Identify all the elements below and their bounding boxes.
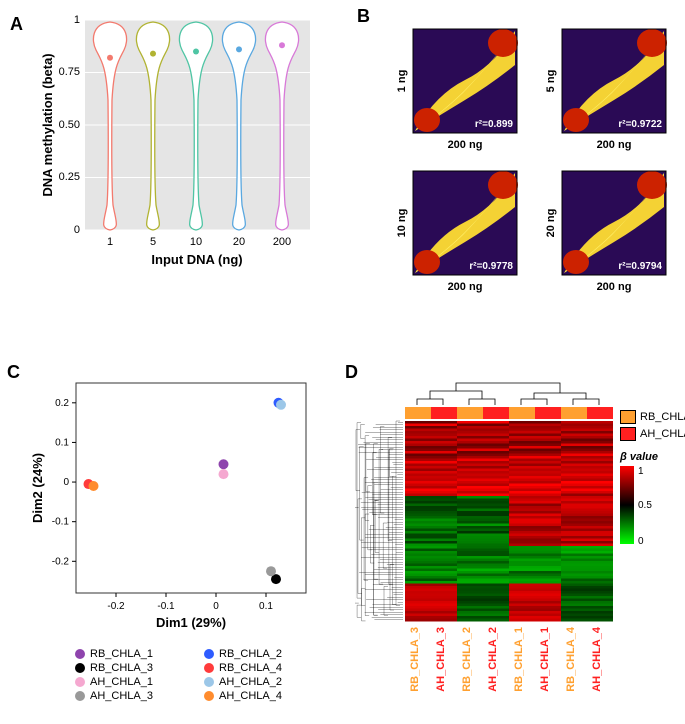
svg-text:0: 0 bbox=[63, 477, 69, 488]
svg-text:r²=0.9794: r²=0.9794 bbox=[618, 261, 662, 272]
svg-text:0.1: 0.1 bbox=[259, 601, 273, 612]
svg-text:r²=0.899: r²=0.899 bbox=[475, 119, 514, 130]
svg-text:RB_CHLA_4: RB_CHLA_4 bbox=[565, 626, 577, 692]
svg-text:0.1: 0.1 bbox=[55, 437, 69, 448]
panel-c-scatter: -0.2-0.100.10.2 -0.2-0.100.1 Dim1 (29%) … bbox=[28, 375, 318, 635]
beta-label: β value bbox=[620, 451, 685, 463]
xtick: 200 bbox=[273, 236, 291, 248]
y-axis-label: DNA methylation (beta) bbox=[40, 53, 55, 196]
svg-text:10 ng: 10 ng bbox=[396, 209, 408, 238]
x-axis-label: Dim1 (29%) bbox=[156, 615, 226, 630]
svg-text:RB_CHLA_3: RB_CHLA_3 bbox=[409, 627, 421, 692]
ytick: 0.75 bbox=[59, 66, 80, 78]
panel-a-label: A bbox=[10, 14, 23, 35]
x-axis-label: Input DNA (ng) bbox=[151, 252, 242, 267]
ytick: 0.50 bbox=[59, 119, 80, 131]
xtick: 5 bbox=[150, 236, 156, 248]
svg-text:20 ng: 20 ng bbox=[545, 209, 557, 238]
xtick: 20 bbox=[233, 236, 245, 248]
svg-text:200 ng: 200 ng bbox=[448, 139, 483, 151]
panel-b-label: B bbox=[357, 6, 370, 27]
svg-text:r²=0.9778: r²=0.9778 bbox=[469, 261, 513, 272]
svg-text:0: 0 bbox=[213, 601, 219, 612]
svg-text:5 ng: 5 ng bbox=[545, 70, 557, 93]
svg-text:r²=0.9722: r²=0.9722 bbox=[618, 119, 662, 130]
xtick: 10 bbox=[190, 236, 202, 248]
beta-tick: 1 bbox=[638, 466, 644, 477]
beta-tick: 0.5 bbox=[638, 500, 652, 511]
svg-text:1 ng: 1 ng bbox=[396, 70, 408, 93]
panel-b-density-grid: r²=0.899 1 ng 200 ng r²=0.9722 5 ng bbox=[395, 25, 675, 297]
xtick: 1 bbox=[107, 236, 113, 248]
svg-text:-0.2: -0.2 bbox=[107, 601, 125, 612]
legend-label: AH_CHLA bbox=[640, 428, 685, 440]
svg-text:-0.1: -0.1 bbox=[157, 601, 175, 612]
svg-text:200 ng: 200 ng bbox=[448, 281, 483, 293]
ytick: 0.25 bbox=[59, 171, 80, 183]
svg-text:AH_CHLA_4: AH_CHLA_4 bbox=[591, 626, 603, 692]
panel-d-legend: RB_CHLA AH_CHLA β value 1 0.5 0 bbox=[620, 410, 685, 546]
svg-text:RB_CHLA_1: RB_CHLA_1 bbox=[513, 627, 525, 692]
svg-text:200 ng: 200 ng bbox=[597, 139, 632, 151]
legend-label: RB_CHLA bbox=[640, 411, 685, 423]
svg-text:0.2: 0.2 bbox=[55, 398, 69, 409]
panel-a-violin: 1 0.75 0.50 0.25 0 1 5 10 20 200 Input D… bbox=[40, 10, 320, 270]
svg-text:AH_CHLA_2: AH_CHLA_2 bbox=[487, 627, 499, 692]
beta-tick: 0 bbox=[638, 536, 644, 546]
svg-text:200 ng: 200 ng bbox=[597, 281, 632, 293]
svg-text:-0.2: -0.2 bbox=[52, 556, 70, 567]
svg-text:AH_CHLA_3: AH_CHLA_3 bbox=[435, 627, 447, 692]
y-axis-label: Dim2 (24%) bbox=[30, 453, 45, 523]
svg-text:-0.1: -0.1 bbox=[52, 517, 70, 528]
ytick: 0 bbox=[74, 224, 80, 236]
svg-text:AH_CHLA_1: AH_CHLA_1 bbox=[539, 627, 551, 692]
svg-text:RB_CHLA_2: RB_CHLA_2 bbox=[461, 627, 473, 692]
panel-c-legend: RB_CHLA_1RB_CHLA_2RB_CHLA_3RB_CHLA_4AH_C… bbox=[75, 648, 325, 702]
ytick: 1 bbox=[74, 14, 80, 26]
panel-c-label: C bbox=[7, 362, 20, 383]
